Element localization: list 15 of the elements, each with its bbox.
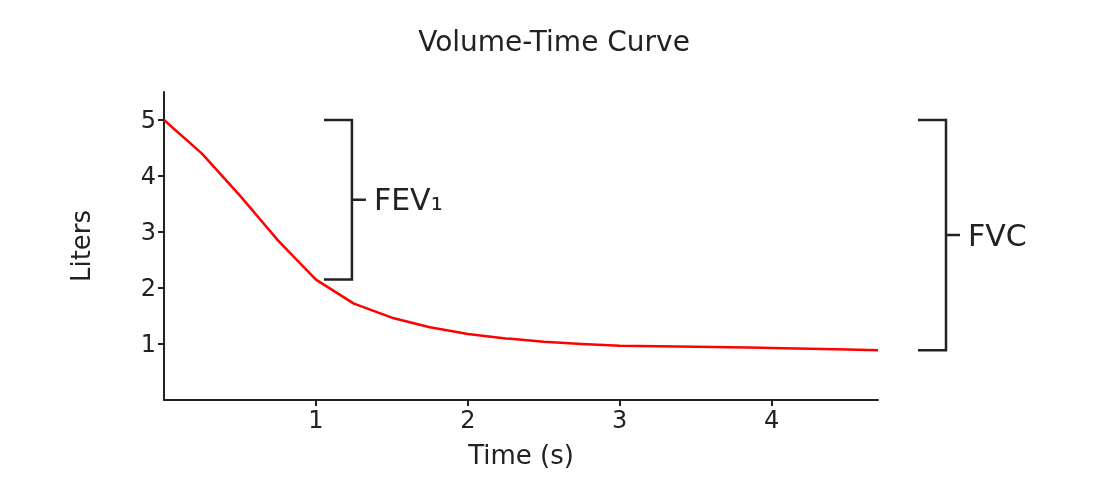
y-tick-label: 5 xyxy=(140,106,156,134)
chart-title: Volume-Time Curve xyxy=(418,24,690,58)
x-tick-label: 4 xyxy=(764,406,780,434)
annotation: FEV₁ xyxy=(373,182,443,218)
y-tick-label: 2 xyxy=(140,274,156,302)
y-tick-label: 4 xyxy=(140,162,156,190)
line-series xyxy=(162,118,880,352)
y-tick-label: 1 xyxy=(140,330,156,358)
x-tick-label: 3 xyxy=(612,406,628,434)
y-tick-label: 3 xyxy=(140,218,156,246)
x-tick-label: 1 xyxy=(308,406,324,434)
x-axis-title: Time (s) xyxy=(467,440,574,470)
x-tick-label: 2 xyxy=(460,406,476,434)
y-axis-title: Liters xyxy=(66,209,96,283)
text: FVC xyxy=(968,217,1027,253)
